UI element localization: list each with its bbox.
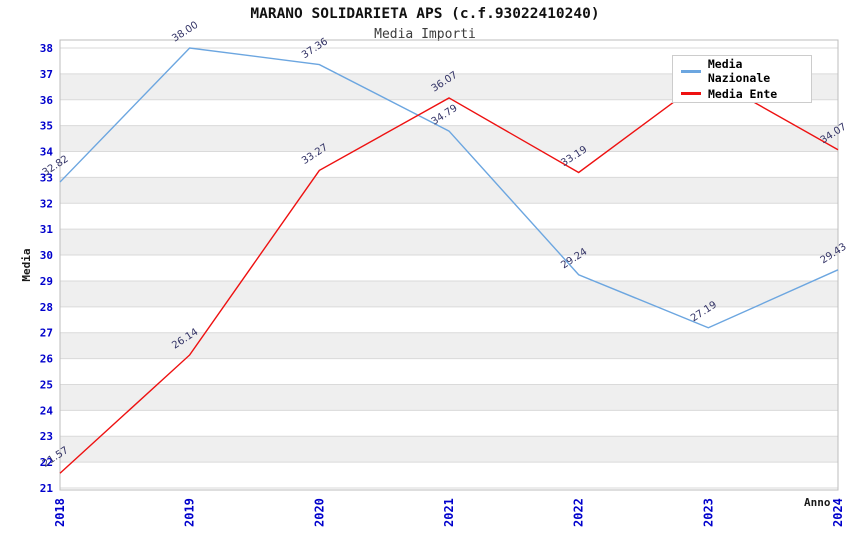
data-label-series0: 38.00 <box>170 20 200 45</box>
band-stripe <box>60 125 838 152</box>
plot-border <box>59 39 839 491</box>
y-tick-label: 35 <box>40 120 53 133</box>
y-tick-label: 24 <box>40 404 54 417</box>
y-tick-label: 34 <box>40 146 54 159</box>
band-stripe <box>60 229 838 256</box>
y-tick-label: 26 <box>40 353 54 366</box>
x-tick-label: 2022 <box>572 498 586 527</box>
y-axis-title: Media <box>20 248 33 281</box>
y-tick-label: 28 <box>40 301 53 314</box>
y-tick-label: 33 <box>40 171 53 184</box>
x-tick-label: 2020 <box>312 498 326 527</box>
band-stripe <box>60 280 838 307</box>
x-tick-label: 2023 <box>701 498 715 527</box>
y-tick-label: 21 <box>40 482 54 495</box>
x-tick-label: 2021 <box>442 498 456 527</box>
legend-item-media-ente: Media Ente <box>681 87 811 101</box>
legend: Media Nazionale Media Ente <box>672 55 812 103</box>
band-stripe <box>60 384 838 411</box>
x-axis-title: Anno <box>804 496 831 509</box>
series-line-0 <box>59 47 839 329</box>
band-stripe <box>60 177 838 204</box>
y-tick-label: 32 <box>40 197 53 210</box>
x-tick-label: 2019 <box>183 498 197 527</box>
y-tick-label: 30 <box>40 249 53 262</box>
x-tick-label: 2018 <box>53 498 67 527</box>
x-tick-label: 2024 <box>831 498 845 527</box>
legend-label-nazionale: Media Nazionale <box>707 57 771 86</box>
y-tick-label: 23 <box>40 430 53 443</box>
legend-swatch-ente <box>681 92 701 96</box>
y-tick-label: 38 <box>40 42 53 55</box>
chart-title: MARANO SOLIDARIETA APS (c.f.93022410240) <box>250 6 600 22</box>
y-tick-label: 22 <box>40 456 53 469</box>
y-tick-label: 29 <box>40 275 53 288</box>
legend-item-media-nazionale: Media Nazionale <box>681 57 811 85</box>
band-stripe <box>60 436 838 463</box>
chart-subtitle: Media Importi <box>374 27 476 42</box>
y-tick-label: 31 <box>40 223 54 236</box>
legend-swatch-nazionale <box>681 69 701 73</box>
y-tick-label: 27 <box>40 327 53 340</box>
y-tick-label: 36 <box>40 94 54 107</box>
y-tick-label: 37 <box>40 68 53 81</box>
legend-label-ente: Media Ente <box>708 86 778 101</box>
y-tick-label: 25 <box>40 378 53 391</box>
